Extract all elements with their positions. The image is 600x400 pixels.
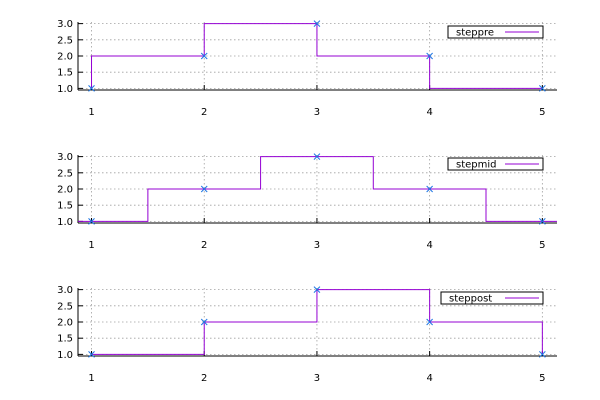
data-point xyxy=(313,20,321,27)
x-tick-label: 2 xyxy=(201,373,207,384)
y-tick-label: 1.0 xyxy=(57,350,73,361)
y-tick-label: 1.5 xyxy=(57,334,73,345)
legend-box xyxy=(447,25,544,39)
y-tick-label: 2.5 xyxy=(57,168,73,179)
panel-stepmid: 1.0 1.5 2.0 2.5 3.0 1 2 3 4 5 stepmid xyxy=(57,152,557,251)
x-tick-label: 5 xyxy=(539,107,545,118)
y-tick-label: 2.0 xyxy=(57,185,73,196)
y-tick-label: 3.0 xyxy=(57,19,73,30)
data-point xyxy=(538,351,546,358)
legend: steppost xyxy=(440,291,544,305)
y-tick-label: 2.5 xyxy=(57,35,73,46)
legend-box xyxy=(447,157,544,171)
x-tick-label: 1 xyxy=(88,373,94,384)
data-point xyxy=(88,218,95,225)
data-point xyxy=(426,52,433,60)
x-tick-label: 5 xyxy=(539,240,545,251)
data-point xyxy=(313,153,321,160)
x-tick-label: 4 xyxy=(426,240,432,251)
y-tick-label: 2.0 xyxy=(57,318,73,329)
panel-steppre: 1.0 1.5 2.0 2.5 3.0 1 2 3 4 5 steppre xyxy=(57,19,557,118)
x-tick-label: 2 xyxy=(201,240,207,251)
legend: stepmid xyxy=(447,157,544,171)
x-tick-label: 5 xyxy=(539,373,545,384)
legend: steppre xyxy=(447,25,544,39)
data-point xyxy=(88,351,95,358)
data-point xyxy=(88,85,95,92)
x-tick-label: 3 xyxy=(314,240,320,251)
panel-steppost: 1.0 1.5 2.0 2.5 3.0 1 2 3 4 5 steppost xyxy=(57,285,557,384)
legend-label: steppost xyxy=(449,294,492,305)
data-point xyxy=(538,85,546,92)
data-point xyxy=(200,318,208,326)
data-point xyxy=(200,185,208,193)
data-point xyxy=(313,286,321,293)
x-tick-label: 2 xyxy=(201,107,207,118)
data-point xyxy=(200,52,208,60)
x-tick-label: 4 xyxy=(426,107,432,118)
legend-label: stepmid xyxy=(456,160,497,171)
x-tick-label: 1 xyxy=(88,107,94,118)
data-point xyxy=(426,185,433,193)
y-tick-label: 2.5 xyxy=(57,301,73,312)
y-tick-label: 1.5 xyxy=(57,201,73,212)
legend-box xyxy=(440,291,544,305)
y-tick-label: 1.5 xyxy=(57,68,73,79)
x-tick-label: 1 xyxy=(88,240,94,251)
x-tick-label: 4 xyxy=(426,373,432,384)
y-tick-label: 2.0 xyxy=(57,52,73,63)
x-tick-label: 3 xyxy=(314,107,320,118)
legend-label: steppre xyxy=(456,28,494,39)
data-point xyxy=(426,318,433,326)
y-tick-label: 3.0 xyxy=(57,152,73,163)
data-point xyxy=(538,218,546,225)
y-tick-label: 1.0 xyxy=(57,217,73,228)
y-tick-label: 1.0 xyxy=(57,84,73,95)
x-tick-label: 3 xyxy=(314,373,320,384)
y-tick-label: 3.0 xyxy=(57,285,73,296)
